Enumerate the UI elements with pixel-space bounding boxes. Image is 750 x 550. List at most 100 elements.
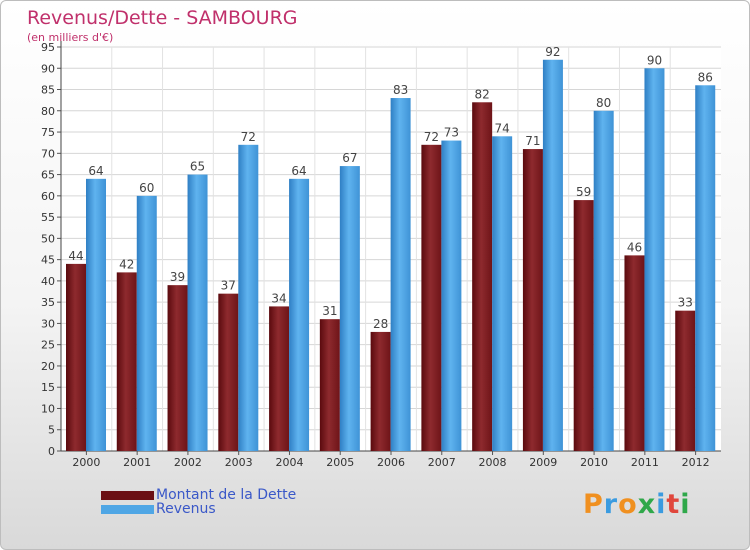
x-tick-label: 2001 (123, 456, 151, 469)
bar-revenus (187, 174, 208, 451)
x-tick-label: 2004 (275, 456, 303, 469)
bar-revenus (695, 85, 716, 451)
bar-revenus (390, 98, 411, 451)
x-tick-label: 2007 (428, 456, 456, 469)
x-tick-label: 2008 (479, 456, 507, 469)
legend-swatch-dette (101, 490, 154, 500)
chart-title: Revenus/Dette - SAMBOURG (27, 7, 298, 29)
legend-swatch-revenus (101, 504, 154, 514)
bar-dette (66, 263, 86, 451)
y-tick-label: 75 (41, 126, 55, 139)
logo-letter: t (666, 489, 681, 520)
bar-dette (421, 144, 442, 451)
bar-revenus (86, 178, 106, 451)
bar-dette (319, 319, 340, 451)
bar-revenus (289, 178, 310, 451)
x-tick-label: 2000 (72, 456, 100, 469)
y-tick-label: 40 (41, 275, 55, 288)
data-label-dette: 37 (221, 279, 236, 293)
x-tick-label: 2006 (377, 456, 405, 469)
y-tick-label: 55 (41, 211, 55, 224)
legend-item-revenus: Revenus (101, 501, 216, 517)
data-label-dette: 46 (627, 240, 642, 254)
data-label-revenus: 64 (291, 164, 306, 178)
data-label-dette: 39 (170, 270, 185, 284)
bar-dette (472, 102, 493, 451)
y-tick-label: 25 (41, 339, 55, 352)
data-label-revenus: 73 (444, 126, 459, 140)
bar-dette (370, 331, 391, 451)
data-label-dette: 82 (475, 87, 490, 101)
logo-letter: i (656, 489, 667, 520)
y-tick-label: 50 (41, 232, 55, 245)
y-tick-label: 90 (41, 62, 55, 75)
data-label-revenus: 80 (596, 96, 611, 110)
data-label-dette: 71 (525, 134, 540, 148)
data-label-revenus: 74 (495, 121, 510, 135)
x-tick-label: 2011 (631, 456, 659, 469)
data-label-revenus: 92 (545, 45, 560, 59)
y-tick-label: 10 (41, 402, 55, 415)
chart-subtitle: (en milliers d'€) (27, 31, 114, 44)
data-label-revenus: 60 (139, 181, 154, 195)
y-tick-label: 60 (41, 190, 55, 203)
y-tick-label: 15 (41, 381, 55, 394)
data-label-dette: 31 (322, 304, 337, 318)
legend-label-revenus: Revenus (156, 501, 216, 517)
data-label-revenus: 83 (393, 83, 408, 97)
x-tick-label: 2003 (225, 456, 253, 469)
y-tick-label: 0 (48, 445, 55, 458)
bar-revenus (644, 68, 665, 452)
x-tick-label: 2010 (580, 456, 608, 469)
y-tick-label: 70 (41, 147, 55, 160)
y-tick-label: 80 (41, 105, 55, 118)
bar-dette (573, 200, 594, 451)
data-label-dette: 59 (576, 185, 591, 199)
data-label-revenus: 90 (647, 53, 662, 67)
data-label-dette: 72 (424, 130, 439, 144)
data-label-dette: 44 (68, 249, 83, 263)
bar-revenus (441, 140, 462, 451)
bar-chart: 0 5 10 15 20 25 30 35 40 45 50 55 60 65 70 75 80 85 90 95 44… (41, 41, 721, 469)
data-label-dette: 34 (271, 291, 286, 305)
proxiti-logo: Proxiti (583, 489, 691, 520)
y-tick-label: 65 (41, 169, 55, 182)
data-label-revenus: 86 (698, 70, 713, 84)
bar-revenus (542, 59, 563, 451)
y-tick-label: 20 (41, 360, 55, 373)
logo-letter: o (618, 489, 638, 520)
bar-dette (218, 293, 239, 451)
bar-dette (675, 310, 696, 451)
data-label-revenus: 72 (241, 130, 256, 144)
data-label-revenus: 65 (190, 160, 205, 174)
data-label-dette: 42 (119, 257, 134, 271)
bar-dette (116, 272, 137, 451)
y-tick-label: 85 (41, 84, 55, 97)
legend-label-dette: Montant de la Dette (156, 487, 297, 503)
legend-item-dette: Montant de la Dette (101, 487, 297, 503)
logo-letter: r (603, 489, 619, 520)
bar-revenus (593, 110, 614, 451)
y-tick-label: 45 (41, 254, 55, 267)
data-label-revenus: 67 (342, 151, 357, 165)
x-tick-label: 2009 (529, 456, 557, 469)
x-tick-label: 2012 (682, 456, 710, 469)
bar-revenus (492, 136, 513, 451)
bar-revenus (339, 166, 360, 452)
bar-revenus (136, 195, 157, 451)
data-label-dette: 28 (373, 317, 388, 331)
bar-dette (522, 149, 543, 451)
bar-dette (269, 306, 290, 451)
y-tick-label: 5 (48, 424, 55, 437)
logo-letter: x (637, 489, 657, 520)
y-tick-label: 35 (41, 296, 55, 309)
data-label-dette: 33 (678, 296, 693, 310)
x-tick-label: 2002 (174, 456, 202, 469)
y-tick-label: 95 (41, 41, 55, 54)
bar-dette (624, 255, 645, 451)
y-tick-label: 30 (41, 317, 55, 330)
logo-letter: i (680, 489, 691, 520)
bar-revenus (238, 144, 259, 451)
data-label-revenus: 64 (88, 164, 103, 178)
